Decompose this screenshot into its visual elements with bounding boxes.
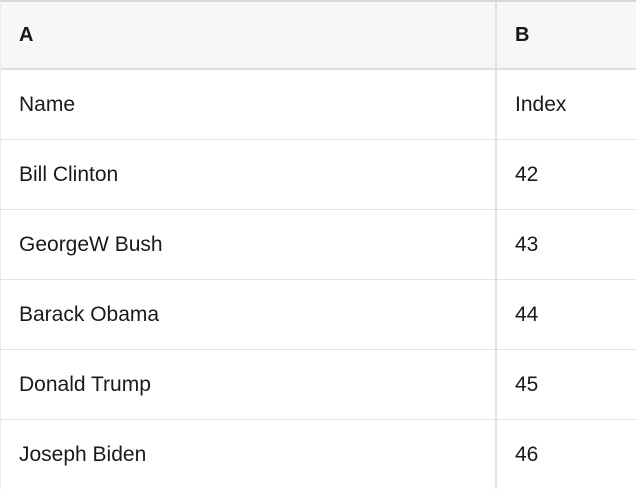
table-row: Barack Obama 44 bbox=[1, 280, 636, 350]
cell-b-row-2[interactable]: 43 bbox=[515, 233, 539, 256]
table-row: GeorgeW Bush 43 bbox=[1, 210, 636, 280]
column-header-row: A B bbox=[1, 2, 636, 70]
cell-a-row-3[interactable]: Barack Obama bbox=[1, 280, 497, 349]
cell-a-row-1[interactable]: Bill Clinton bbox=[1, 140, 497, 209]
table-row: Donald Trump 45 bbox=[1, 350, 636, 420]
cell-b-row-4[interactable]: 45 bbox=[515, 373, 539, 396]
cell-b-row-1[interactable]: 42 bbox=[515, 163, 539, 186]
table-row: Bill Clinton 42 bbox=[1, 140, 636, 210]
cell-a-row-4[interactable]: Donald Trump bbox=[1, 350, 497, 419]
cell-b-row-0[interactable]: Index bbox=[515, 93, 567, 116]
table-row: Joseph Biden 46 bbox=[1, 420, 636, 489]
cell-b-row-3[interactable]: 44 bbox=[515, 303, 539, 326]
column-header-b[interactable]: B bbox=[515, 24, 530, 46]
cell-a-row-0[interactable]: Name bbox=[1, 70, 497, 139]
table-body: Name Index Bill Clinton 42 GeorgeW Bush 43 Bar… bbox=[1, 70, 636, 489]
column-header-a[interactable]: A bbox=[1, 2, 497, 68]
cell-b-row-5[interactable]: 46 bbox=[515, 443, 539, 466]
cell-a-row-2[interactable]: GeorgeW Bush bbox=[1, 210, 497, 279]
cell-a-row-5[interactable]: Joseph Biden bbox=[1, 420, 497, 489]
table-row: Name Index bbox=[1, 70, 636, 140]
